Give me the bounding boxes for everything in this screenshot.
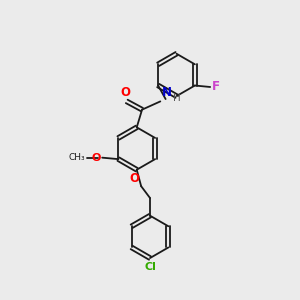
Text: F: F: [212, 80, 220, 94]
Text: N: N: [162, 86, 172, 99]
Text: O: O: [91, 153, 101, 163]
Text: O: O: [130, 172, 140, 185]
Text: H: H: [173, 93, 180, 103]
Text: Cl: Cl: [144, 262, 156, 272]
Text: O: O: [120, 86, 130, 99]
Text: CH₃: CH₃: [69, 153, 86, 162]
